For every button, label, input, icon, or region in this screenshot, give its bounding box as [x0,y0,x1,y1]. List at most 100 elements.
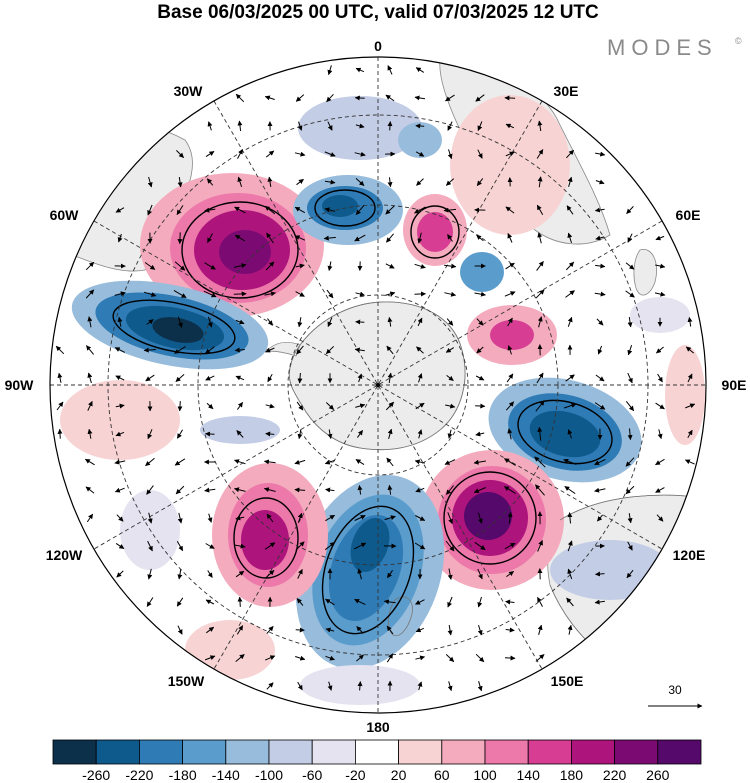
lon-label-60w: 60W [50,207,80,223]
wind-vector [145,374,155,382]
colorbar-swatch [138,739,183,765]
wind-vector [444,291,457,297]
modes-logo: MODES © [607,35,742,60]
wind-vector [477,681,483,692]
wind-vector [325,514,336,522]
wind-vector [507,511,513,524]
wind-vector [297,681,303,691]
wind-vector [324,207,336,213]
wind-vector [115,403,125,409]
wind-vector [145,457,155,467]
wind-vector [504,291,516,297]
wind-vector [294,487,306,493]
wind-vector [415,67,425,73]
wind-vector [387,428,393,439]
wind-vector [266,513,274,523]
wind-vector [416,178,424,186]
wind-vector [505,262,515,270]
wind-vector [355,123,365,129]
wind-vector [536,372,544,384]
wind-vector [386,570,394,579]
reference-vector-label: 30 [668,683,682,697]
wind-vector [475,403,486,409]
wind-vector [534,456,546,468]
wind-vector [235,93,245,103]
wind-vector [355,178,365,186]
wind-vector [354,151,366,157]
wind-vector [87,400,93,411]
wind-vector [595,374,605,382]
wind-vector [447,234,453,242]
wind-vector [294,151,306,157]
wind-vector [236,625,244,635]
map-title: Base 06/03/2025 00 UTC, valid 07/03/2025… [157,2,599,23]
wind-vector [295,655,306,661]
wind-vector [415,599,425,605]
wind-vector [235,515,245,521]
wind-vector [233,263,247,269]
wind-vector [475,653,485,663]
anomaly-field [398,122,442,158]
wind-vector [115,431,125,437]
anomaly-field [350,517,390,573]
wind-vector [354,95,365,101]
wind-vector [503,486,516,494]
wind-vector [176,205,184,216]
colorbar-tick-label: 220 [603,767,627,783]
wind-vector [594,207,605,213]
wind-vector [174,261,186,271]
wind-vector [204,207,216,213]
wind-vector [565,374,575,382]
wind-vector [356,654,364,662]
wind-vector [415,515,426,521]
anomaly-field [322,195,358,217]
wind-vector [235,375,245,381]
wind-vector [325,655,335,661]
anomaly-field [200,416,280,444]
wind-vector [173,289,187,299]
wind-vector [147,429,153,440]
wind-vector [414,263,426,269]
wind-vector [327,317,333,327]
wind-vector [537,624,543,635]
wind-vector [627,513,633,524]
wind-vector [234,543,246,549]
anomaly-field [460,252,504,292]
wind-vector [237,120,243,132]
wind-vector [325,598,335,606]
wind-vector [594,402,606,410]
colorbar-swatch [311,739,356,765]
svg-text:©: © [735,36,742,46]
wind-vector [477,596,483,608]
wind-vector [476,178,484,186]
wind-vector [263,459,276,465]
wind-vector [475,375,485,381]
wind-vector [507,317,513,327]
wind-vector [445,347,455,353]
wind-vector [356,429,364,438]
wind-vector [447,429,453,439]
wind-vector [325,487,335,493]
wind-vector [207,233,213,243]
wind-vector [537,596,543,607]
wind-vector [324,541,336,551]
wind-vector [447,681,453,692]
wind-vector [117,316,123,327]
wind-vector [205,431,215,437]
colorbar-tick-label: -20 [345,767,365,783]
wind-vector [505,599,515,605]
wind-vector [207,121,213,131]
lon-label-150w: 150W [168,673,205,689]
wind-vector [203,290,217,298]
wind-vector [627,233,633,243]
wind-vector [596,318,604,326]
wind-vector [146,485,154,495]
wind-vector [267,374,273,383]
colorbar: -260 -220 -180 -140 -100 -60 -20 20 60 100 140 180 2… [52,739,702,783]
wind-vector [326,93,334,103]
wind-vector [654,291,666,297]
colorbar-swatch [398,739,443,765]
wind-vector [656,346,664,354]
wind-vector [444,459,456,465]
colorbar-swatch [182,739,227,765]
